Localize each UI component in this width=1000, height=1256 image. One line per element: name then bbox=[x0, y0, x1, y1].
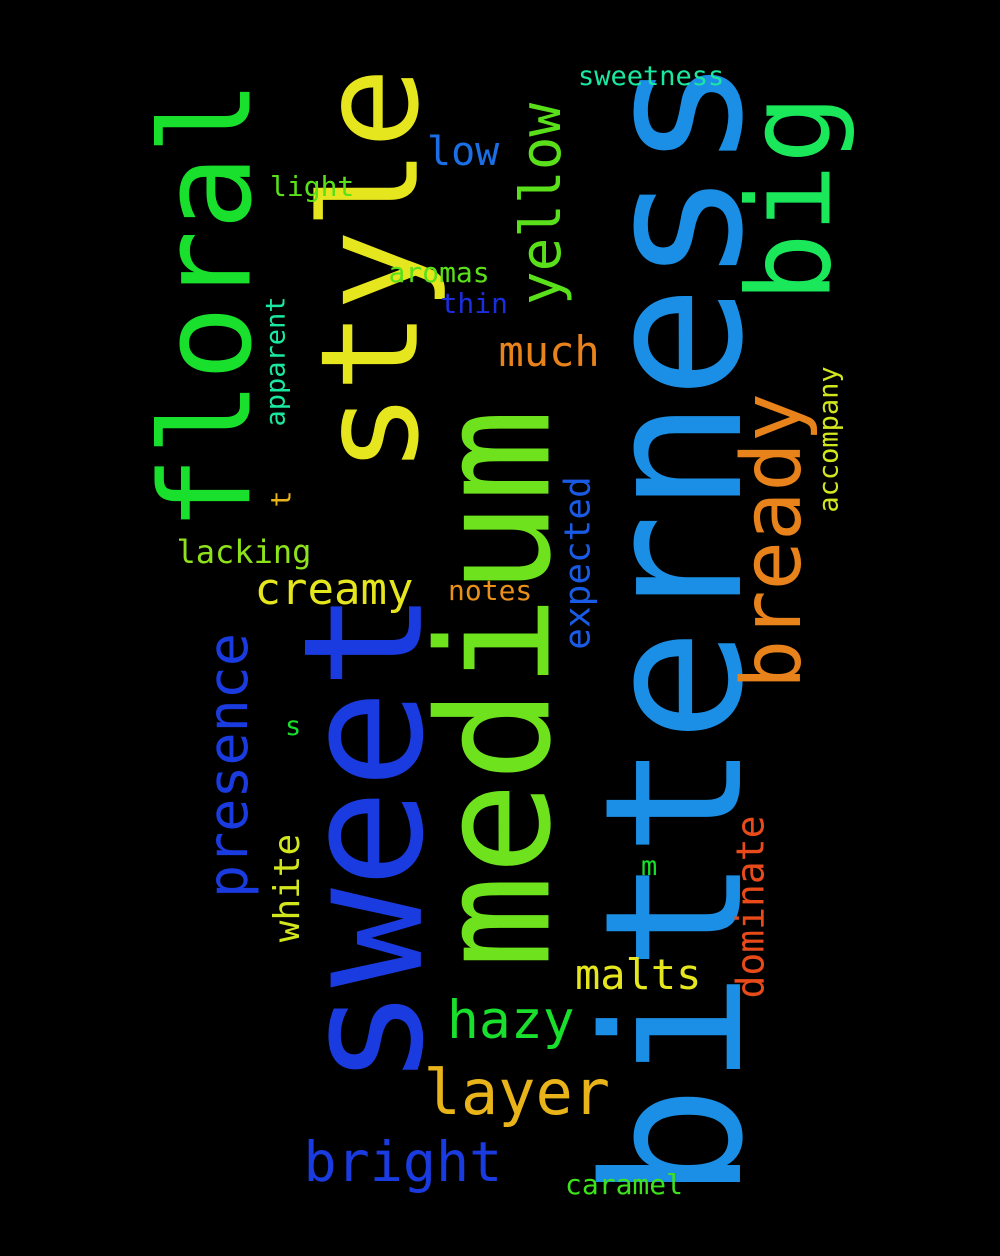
word-caramel: caramel bbox=[565, 1168, 684, 1201]
word-expected: expected bbox=[557, 476, 599, 650]
word-thin: thin bbox=[440, 287, 508, 320]
word-layer: layer bbox=[423, 1056, 611, 1129]
word-apparent: apparent bbox=[260, 295, 292, 427]
word-s: s bbox=[285, 710, 302, 742]
word-aromas: aromas bbox=[388, 256, 490, 289]
word-floral: floral bbox=[134, 79, 280, 531]
word-lacking: lacking bbox=[176, 533, 312, 571]
word-yellow: yellow bbox=[509, 102, 575, 306]
word-notes: notes bbox=[448, 574, 533, 607]
word-white: white bbox=[267, 833, 309, 943]
word-much: much bbox=[498, 327, 600, 376]
word-big: big bbox=[723, 94, 858, 302]
word-light: light bbox=[270, 170, 355, 203]
word-bready: bready bbox=[725, 392, 821, 690]
word-t: t bbox=[263, 490, 297, 508]
word-hazy: hazy bbox=[447, 989, 575, 1051]
word-sweetness: sweetness bbox=[578, 60, 725, 92]
word-malts: malts bbox=[575, 950, 702, 999]
word-dominate: dominate bbox=[728, 815, 773, 999]
word-m: m bbox=[641, 850, 658, 882]
word-presence: presence bbox=[195, 632, 260, 898]
word-medium: medium bbox=[404, 408, 586, 968]
word-accompany: accompany bbox=[813, 365, 845, 513]
word-low: low bbox=[427, 129, 500, 175]
word-creamy: creamy bbox=[254, 564, 414, 615]
word-bright: bright bbox=[303, 1129, 503, 1194]
